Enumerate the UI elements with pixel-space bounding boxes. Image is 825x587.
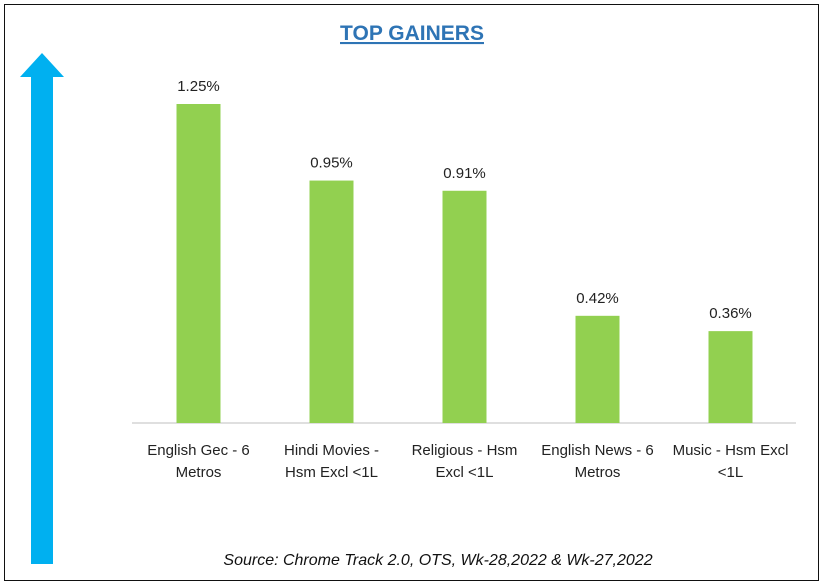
- data-labels-group: 1.25% 0.95% 0.91% 0.42% 0.36%: [177, 78, 752, 322]
- category-labels-group: English Gec - 6 Metros Hindi Movies -Hsm E…: [147, 442, 788, 481]
- data-label-1: 1.25%: [177, 78, 220, 95]
- data-label-4: 0.42%: [576, 290, 619, 307]
- data-label-5: 0.36%: [709, 305, 752, 322]
- source-note: Source: Chrome Track 2.0, OTS, Wk-28,202…: [223, 552, 652, 569]
- category-label-4: English News - 6 Metros: [541, 442, 654, 481]
- category-label-5: Music - Hsm Excl <1L: [673, 442, 789, 481]
- bar-5: [708, 331, 753, 423]
- bar-4: [575, 315, 620, 423]
- bar-1: [176, 104, 221, 423]
- chart-title: TOP GAINERS: [340, 22, 484, 45]
- category-label-3: Religious - Hsm Excl <1L: [412, 442, 518, 481]
- category-label-1: English Gec - 6 Metros: [147, 442, 250, 481]
- bars-group: [176, 104, 753, 423]
- bar-3: [442, 190, 487, 423]
- bar-2: [309, 180, 354, 423]
- data-label-3: 0.91%: [443, 165, 486, 182]
- chart-frame: [4, 4, 819, 581]
- data-label-2: 0.95%: [310, 155, 353, 172]
- up-arrow-icon: [20, 53, 64, 564]
- category-label-2: Hindi Movies -Hsm Excl <1L: [284, 442, 379, 481]
